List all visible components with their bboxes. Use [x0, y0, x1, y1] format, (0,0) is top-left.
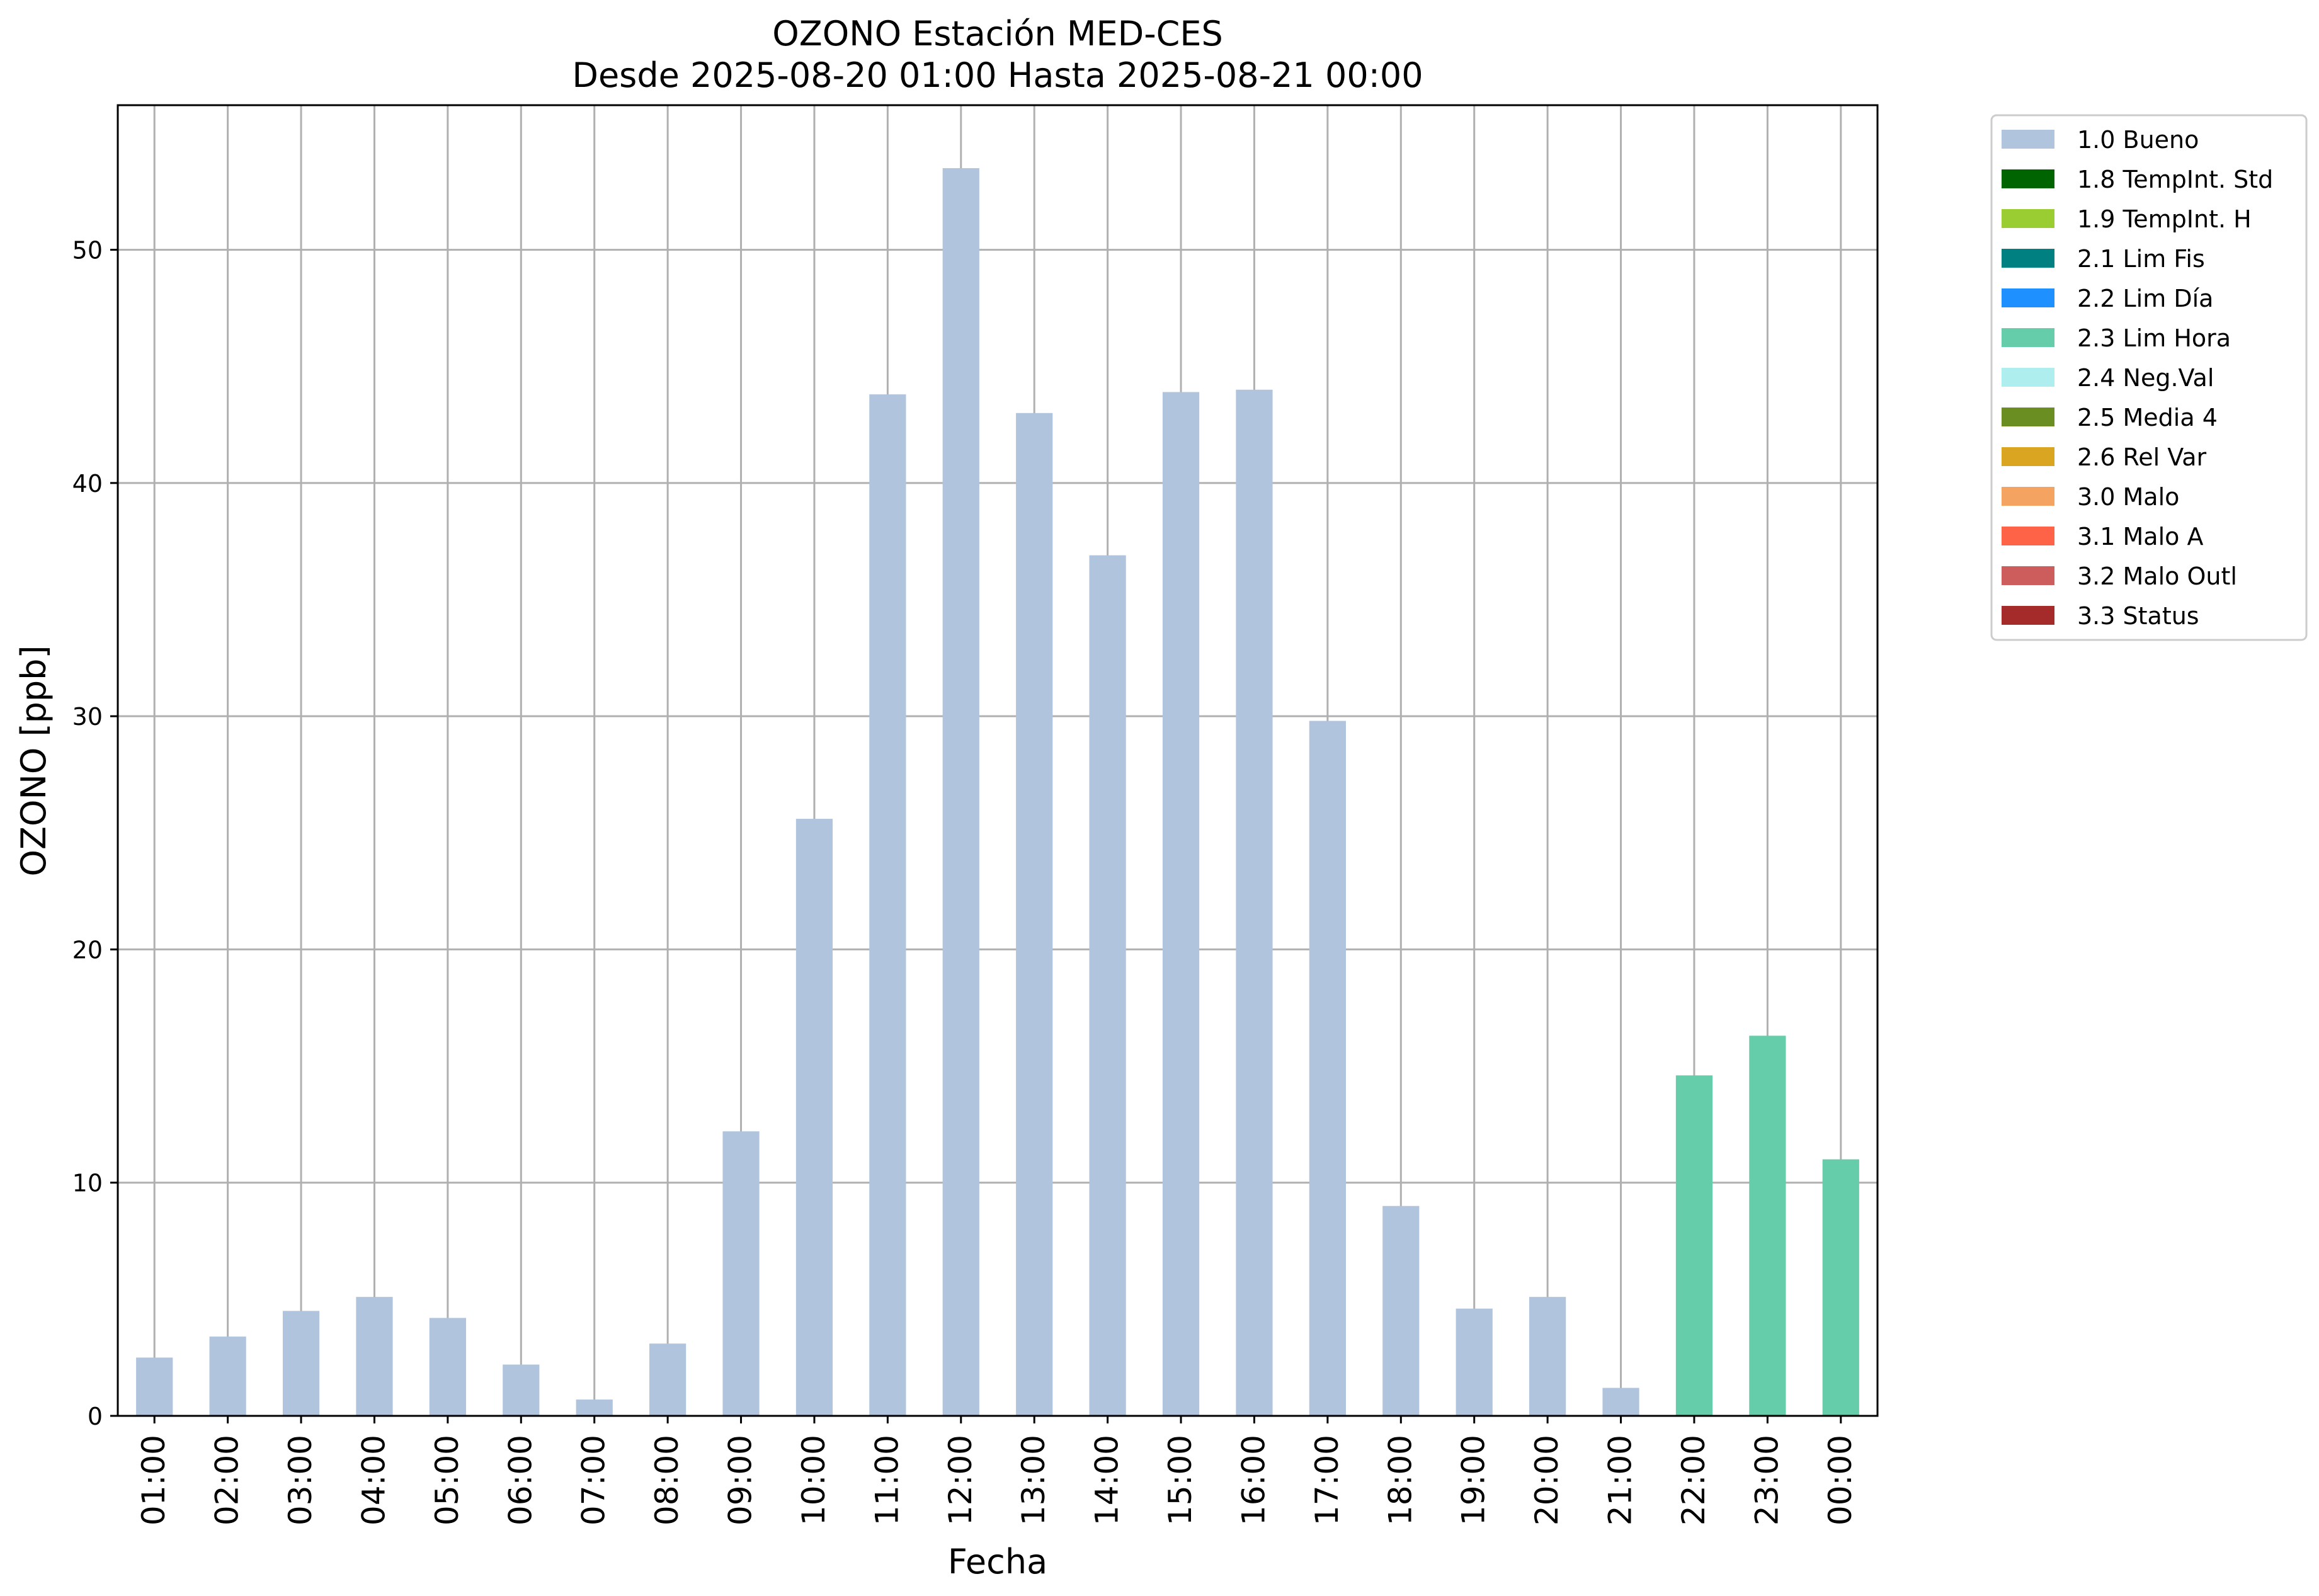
bar-0700 [576, 1399, 613, 1416]
x-tick-label: 14:00 [1089, 1435, 1125, 1525]
x-tick-label: 02:00 [209, 1435, 246, 1525]
x-tick-label: 22:00 [1675, 1435, 1712, 1525]
y-tick-label: 20 [72, 936, 103, 964]
legend-label: 3.0 Malo [2077, 483, 2179, 511]
bar-1700 [1309, 721, 1346, 1416]
x-tick-label: 04:00 [355, 1435, 392, 1525]
x-tick-label: 06:00 [502, 1435, 538, 1525]
y-tick-label: 0 [88, 1403, 103, 1430]
legend-swatch [2002, 606, 2054, 625]
legend-label: 2.6 Rel Var [2077, 443, 2207, 471]
legend-label: 2.4 Neg.Val [2077, 364, 2214, 392]
y-tick-label: 10 [72, 1170, 103, 1197]
bar-2000 [1529, 1297, 1566, 1416]
legend-swatch [2002, 288, 2054, 307]
chart-title: OZONO Estación MED-CES [772, 14, 1223, 54]
x-tick-label: 05:00 [429, 1435, 465, 1525]
bar-1800 [1382, 1206, 1420, 1416]
x-tick-label: 07:00 [576, 1435, 612, 1525]
legend-swatch [2002, 408, 2054, 426]
y-axis: 0 10 20 30 40 50 [72, 237, 118, 1430]
x-tick-label: 16:00 [1235, 1435, 1272, 1525]
bar-1400 [1089, 555, 1126, 1416]
legend-label: 2.2 Lim Día [2077, 285, 2213, 312]
y-tick-label: 50 [72, 237, 103, 265]
x-axis-label: Fecha [948, 1542, 1047, 1582]
bar-1100 [869, 394, 906, 1416]
legend-swatch [2002, 169, 2054, 188]
chart-subtitle: Desde 2025-08-20 01:00 Hasta 2025-08-21 … [572, 55, 1423, 95]
bar-0300 [282, 1311, 320, 1416]
plot-frame [117, 104, 1879, 1417]
y-tick-label: 40 [72, 470, 103, 498]
x-tick-label: 15:00 [1162, 1435, 1199, 1525]
y-tick-label: 30 [72, 703, 103, 731]
x-axis: 01:00 02:00 03:00 04:00 05:00 06:00 07:00 08:00… [135, 1416, 1859, 1525]
x-tick-label: 17:00 [1309, 1435, 1345, 1525]
bar-2100 [1602, 1388, 1639, 1416]
legend-label: 1.9 TempInt. H [2077, 205, 2252, 233]
x-tick-label: 08:00 [649, 1435, 685, 1525]
bar-0000 [1822, 1159, 1859, 1416]
bars [136, 168, 1859, 1416]
legend-swatch [2002, 527, 2054, 545]
x-tick-label: 12:00 [942, 1435, 979, 1525]
legend-swatch [2002, 566, 2054, 585]
legend-swatch [2002, 447, 2054, 466]
legend-swatch [2002, 328, 2054, 347]
legend: 1.0 Bueno 1.8 TempInt. Std 1.9 TempInt. H 2… [1990, 114, 2308, 641]
bar-1000 [795, 819, 833, 1416]
x-tick-label: 20:00 [1529, 1435, 1565, 1525]
bar-1200 [942, 168, 979, 1416]
bar-1600 [1236, 389, 1273, 1416]
bar-0600 [503, 1364, 540, 1416]
bar-1300 [1016, 413, 1053, 1416]
legend-swatch [2002, 487, 2054, 506]
legend-box [1990, 114, 2308, 641]
x-tick-label: 23:00 [1748, 1435, 1785, 1525]
legend-swatch [2002, 130, 2054, 149]
bar-0100 [136, 1357, 173, 1416]
bar-0200 [209, 1337, 246, 1416]
legend-label: 3.2 Malo Outl [2077, 562, 2237, 590]
bar-2200 [1675, 1075, 1713, 1416]
x-tick-label: 18:00 [1382, 1435, 1418, 1525]
x-tick-label: 13:00 [1015, 1435, 1052, 1525]
grid [118, 105, 1877, 1416]
legend-label: 3.1 Malo A [2077, 523, 2203, 550]
legend-label: 2.3 Lim Hora [2077, 324, 2231, 352]
legend-label: 1.8 TempInt. Std [2077, 166, 2273, 193]
x-tick-label: 01:00 [135, 1435, 172, 1525]
legend-label: 1.0 Bueno [2077, 126, 2199, 154]
legend-swatch [2002, 249, 2054, 268]
x-tick-label: 11:00 [869, 1435, 905, 1525]
legend-swatch [2002, 209, 2054, 228]
bar-0500 [429, 1318, 466, 1416]
y-axis-label: OZONO [ppb] [14, 645, 54, 876]
legend-label: 2.1 Lim Fis [2077, 245, 2205, 273]
x-tick-label: 19:00 [1456, 1435, 1492, 1525]
legend-label: 3.3 Status [2077, 602, 2199, 630]
x-tick-label: 03:00 [282, 1435, 319, 1525]
bar-0800 [649, 1343, 687, 1416]
legend-swatch [2002, 368, 2054, 387]
bar-0400 [356, 1297, 393, 1416]
x-tick-label: 00:00 [1822, 1435, 1859, 1525]
x-tick-label: 09:00 [722, 1435, 759, 1525]
bar-2300 [1749, 1035, 1786, 1416]
x-tick-label: 10:00 [795, 1435, 832, 1525]
bar-1900 [1456, 1308, 1493, 1416]
x-tick-label: 21:00 [1602, 1435, 1639, 1525]
legend-label: 2.5 Media 4 [2077, 404, 2218, 431]
bar-1500 [1162, 392, 1200, 1416]
bar-0900 [722, 1131, 760, 1416]
